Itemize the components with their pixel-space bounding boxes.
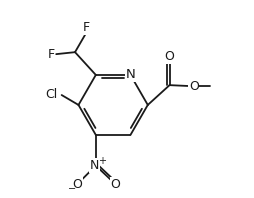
Text: +: + [98,156,106,166]
Text: F: F [82,21,89,34]
Text: Cl: Cl [45,88,57,101]
Text: N: N [125,69,135,81]
Text: O: O [72,178,82,190]
Text: N: N [90,159,100,172]
Text: −: − [68,184,76,194]
Text: F: F [48,48,55,61]
Text: O: O [111,178,121,191]
Text: O: O [165,50,174,63]
Text: O: O [189,80,199,93]
